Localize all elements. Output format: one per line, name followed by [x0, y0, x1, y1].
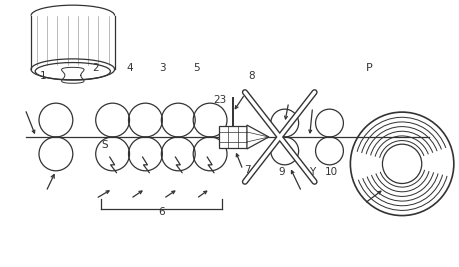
Text: 1: 1 [39, 71, 46, 81]
Text: 5: 5 [193, 63, 200, 73]
Text: S: S [101, 140, 108, 150]
Text: Y: Y [309, 167, 316, 177]
Text: 3: 3 [159, 63, 166, 73]
Polygon shape [247, 125, 269, 149]
Text: P: P [366, 63, 373, 73]
Bar [219, 126, 247, 148]
Text: 10: 10 [325, 167, 338, 177]
Text: 9: 9 [279, 167, 285, 177]
Text: 2: 2 [92, 63, 99, 73]
Text: 6: 6 [158, 207, 165, 217]
Text: 23: 23 [213, 95, 227, 105]
Text: 7: 7 [245, 165, 251, 175]
Text: 8: 8 [249, 71, 255, 81]
Text: 4: 4 [126, 63, 133, 73]
